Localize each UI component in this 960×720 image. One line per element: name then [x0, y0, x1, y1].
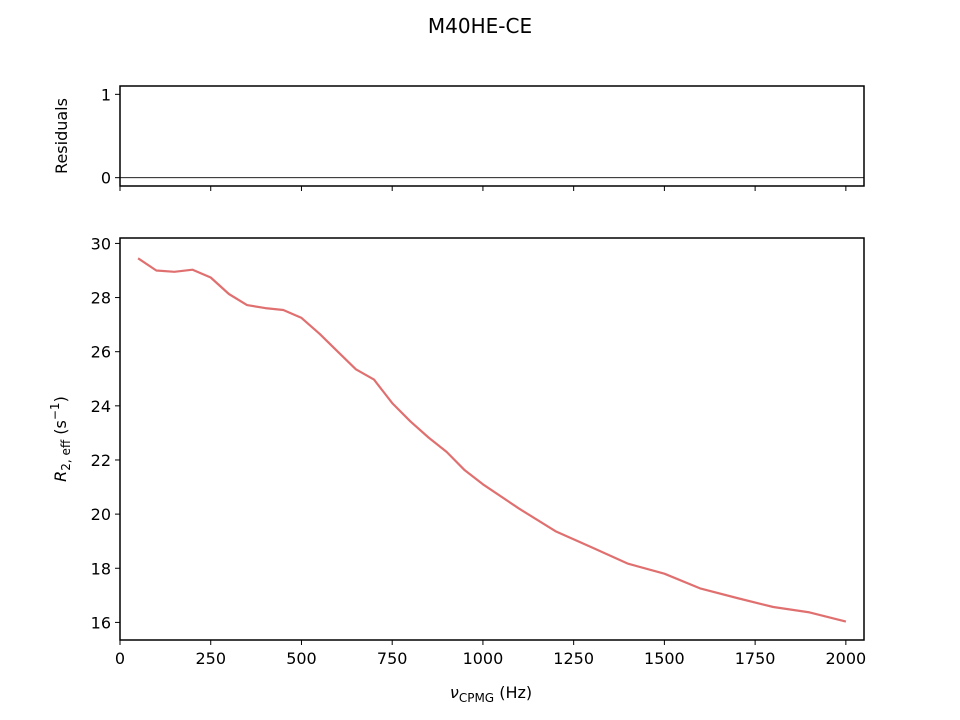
y-axis-label-superscript: −1	[48, 402, 62, 420]
residuals-axes-frame	[119, 85, 865, 187]
main-x-tick-label: 1750	[735, 649, 776, 668]
main-y-tick-label: 30	[91, 234, 111, 253]
residuals-x-ticks	[119, 186, 847, 191]
main-x-tick-label: 1000	[463, 649, 504, 668]
main-x-tick-label: 1500	[644, 649, 685, 668]
series-line	[137, 257, 847, 623]
main-panel: 0 250 500 750 1000 1250 1500 1750 2000 16 18 20 22 2…	[48, 234, 866, 705]
residuals-y-ticks: 01	[101, 85, 120, 188]
y-axis-label-subscript: 2, eff	[59, 439, 73, 471]
main-y-tick-label: 28	[91, 289, 111, 308]
x-axis-label-subscript: CPMG	[459, 691, 494, 705]
residuals-y-tick-label: 1	[101, 85, 111, 104]
series-group	[137, 257, 847, 623]
main-x-ticks: 0 250 500 750 1000 1250 1500 1750 2000	[115, 640, 866, 668]
y-axis-label: R2, eff (s−1)	[48, 396, 73, 482]
main-y-ticks: 16 18 20 22 24 26 28 30	[91, 234, 120, 632]
main-x-tick-label: 1250	[553, 649, 594, 668]
main-x-tick-label: 500	[286, 649, 317, 668]
main-axes-frame	[119, 237, 865, 641]
main-x-tick-label: 750	[377, 649, 408, 668]
main-y-tick-label: 26	[91, 343, 111, 362]
main-y-tick-label: 18	[91, 559, 111, 578]
residuals-ylabel: Residuals	[52, 98, 71, 174]
y-axis-label-unit-open: (s	[51, 420, 70, 440]
x-axis-label-unit: (Hz)	[494, 683, 532, 702]
y-axis-label-unit-close: )	[51, 396, 70, 402]
main-x-tick-label: 250	[195, 649, 226, 668]
main-x-tick-label: 0	[115, 649, 125, 668]
residuals-panel: 01 Residuals	[52, 85, 865, 191]
chart-title: M40HE-CE	[428, 14, 532, 38]
main-y-tick-label: 22	[91, 451, 111, 470]
x-axis-label: νCPMG (Hz)	[450, 683, 532, 705]
main-x-tick-label: 2000	[825, 649, 866, 668]
y-axis-label-symbol: R	[51, 471, 70, 482]
residuals-y-tick-label: 0	[101, 169, 111, 188]
main-y-tick-label: 24	[91, 397, 111, 416]
main-y-tick-label: 20	[91, 505, 111, 524]
x-axis-label-symbol: ν	[450, 683, 459, 702]
main-y-tick-label: 16	[91, 613, 111, 632]
